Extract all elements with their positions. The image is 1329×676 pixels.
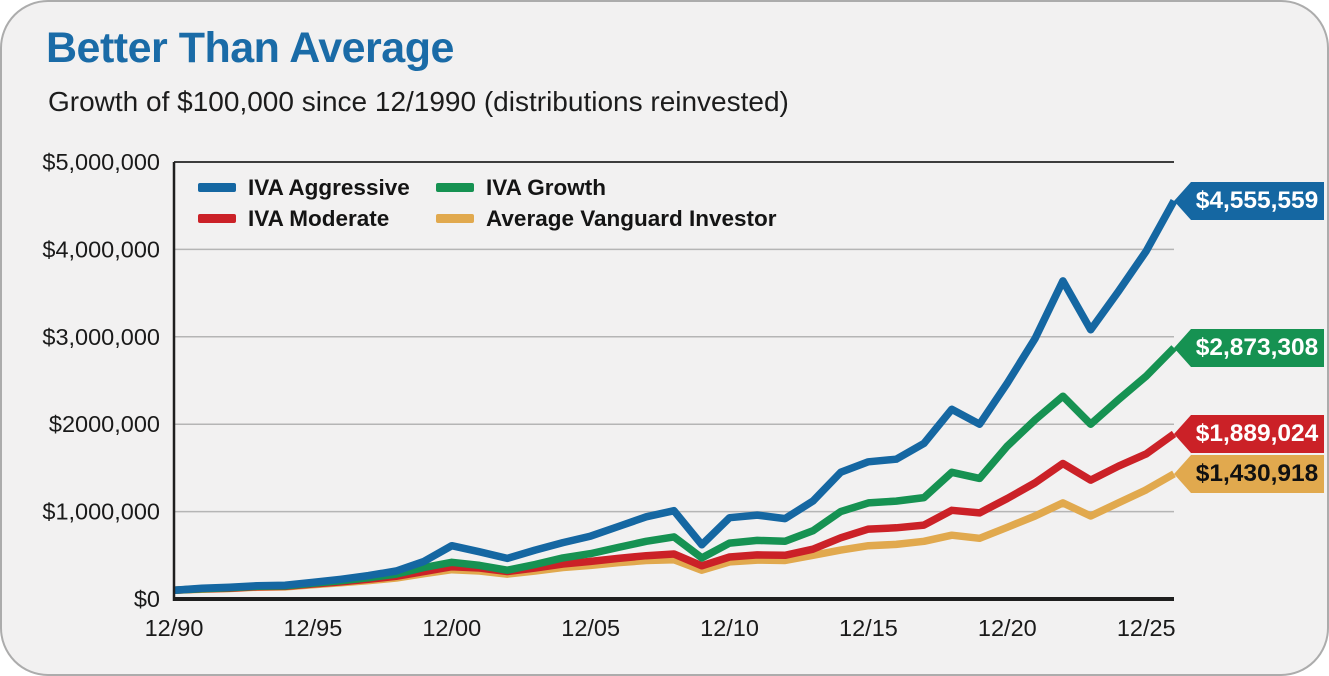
- value-tag-moderate: $1,889,024: [1174, 415, 1324, 453]
- y-axis-label: $2000,000: [49, 411, 160, 437]
- legend-item-moderate: IVA Moderate: [198, 206, 436, 232]
- legend-item-aggressive: IVA Aggressive: [198, 175, 436, 201]
- legend-swatch-growth: [436, 183, 474, 192]
- page-title: Better Than Average: [46, 24, 454, 72]
- x-axis-label: 12/25: [1117, 615, 1176, 641]
- x-axis-label: 12/15: [839, 615, 898, 641]
- chart-legend: IVA Aggressive IVA Growth IVA Moderate Aver…: [198, 172, 777, 234]
- chart-subtitle: Growth of $100,000 since 12/1990 (distri…: [48, 86, 789, 117]
- y-axis-label: $3,000,000: [42, 324, 160, 350]
- legend-label: Average Vanguard Investor: [486, 205, 777, 231]
- x-axis-label: 12/10: [700, 615, 759, 641]
- y-axis-label: $0: [134, 586, 160, 612]
- value-tag-growth: $2,873,308: [1174, 329, 1324, 367]
- series-line-aggressive: [173, 198, 1178, 595]
- legend-swatch-aggressive: [198, 183, 236, 192]
- value-tag-average: $1,430,918: [1174, 455, 1324, 493]
- x-axis-label: 12/05: [561, 615, 620, 641]
- y-axis-label: $4,000,000: [42, 236, 160, 262]
- x-axis-label: 12/00: [422, 615, 481, 641]
- x-axis-label: 12/20: [978, 615, 1037, 641]
- legend-item-average: Average Vanguard Investor: [436, 206, 777, 232]
- legend-swatch-moderate: [198, 214, 236, 223]
- x-axis-label: 12/90: [145, 615, 204, 641]
- value-tag-aggressive: $4,555,559: [1174, 182, 1324, 220]
- y-axis-label: $1,000,000: [42, 499, 160, 525]
- x-axis-label: 12/95: [283, 615, 342, 641]
- legend-label: IVA Growth: [486, 174, 606, 200]
- legend-label: IVA Aggressive: [248, 174, 410, 200]
- y-axis-label: $5,000,000: [42, 149, 160, 175]
- legend-swatch-average: [436, 214, 474, 223]
- legend-item-growth: IVA Growth: [436, 175, 777, 201]
- legend-label: IVA Moderate: [248, 205, 390, 231]
